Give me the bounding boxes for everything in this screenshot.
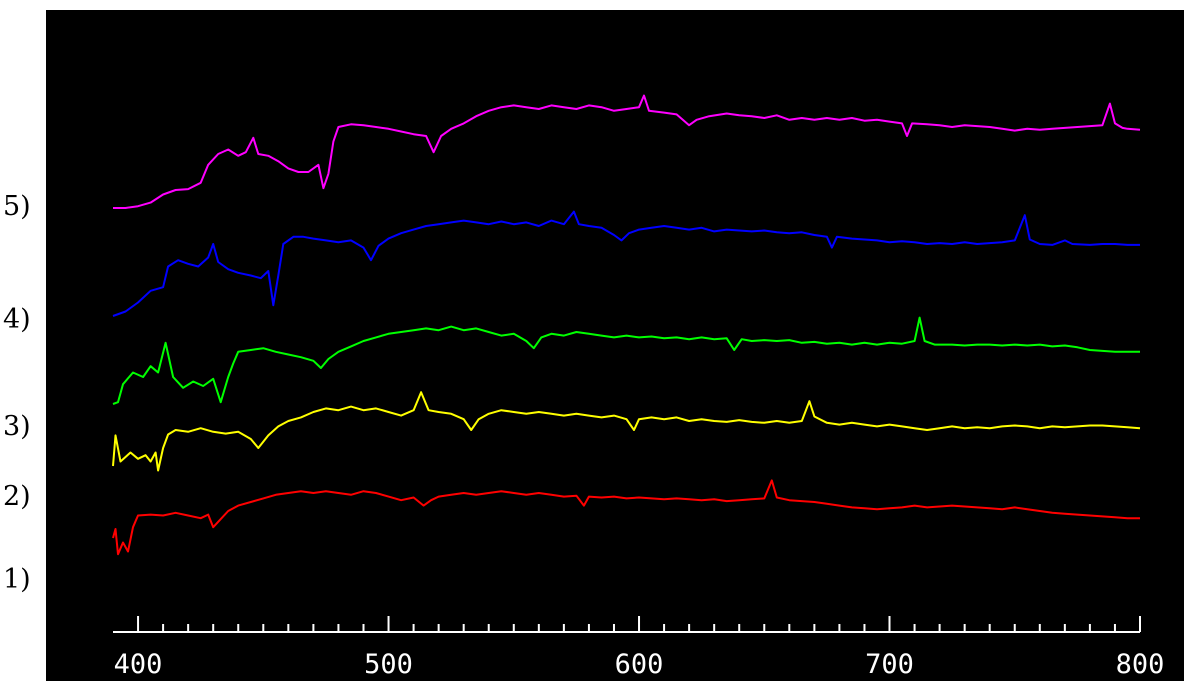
spectrum-line-5 xyxy=(112,479,1140,556)
x-axis: 400 500 600 700 800 xyxy=(113,616,1164,680)
series-layer xyxy=(112,94,1141,556)
x-tick-label: 600 xyxy=(615,649,664,680)
x-tick-label: 500 xyxy=(364,649,413,680)
row-label-5: 5) xyxy=(3,191,31,222)
row-label-3: 3) xyxy=(3,411,31,442)
spectrum-line-3 xyxy=(112,316,1140,405)
spectrum-line-2 xyxy=(112,210,1140,317)
row-label-2: 2) xyxy=(3,481,31,512)
row-label-1: 1) xyxy=(3,564,31,595)
x-tick-label: 700 xyxy=(865,649,914,680)
row-labels: 5) 4) 3) 2) 1) xyxy=(3,191,31,595)
spectrum-line-1 xyxy=(113,94,1141,209)
x-tick-label: 400 xyxy=(114,649,163,680)
row-label-4: 4) xyxy=(3,304,31,335)
spectrum-line-4 xyxy=(112,391,1141,472)
x-tick-label: 800 xyxy=(1116,649,1165,680)
